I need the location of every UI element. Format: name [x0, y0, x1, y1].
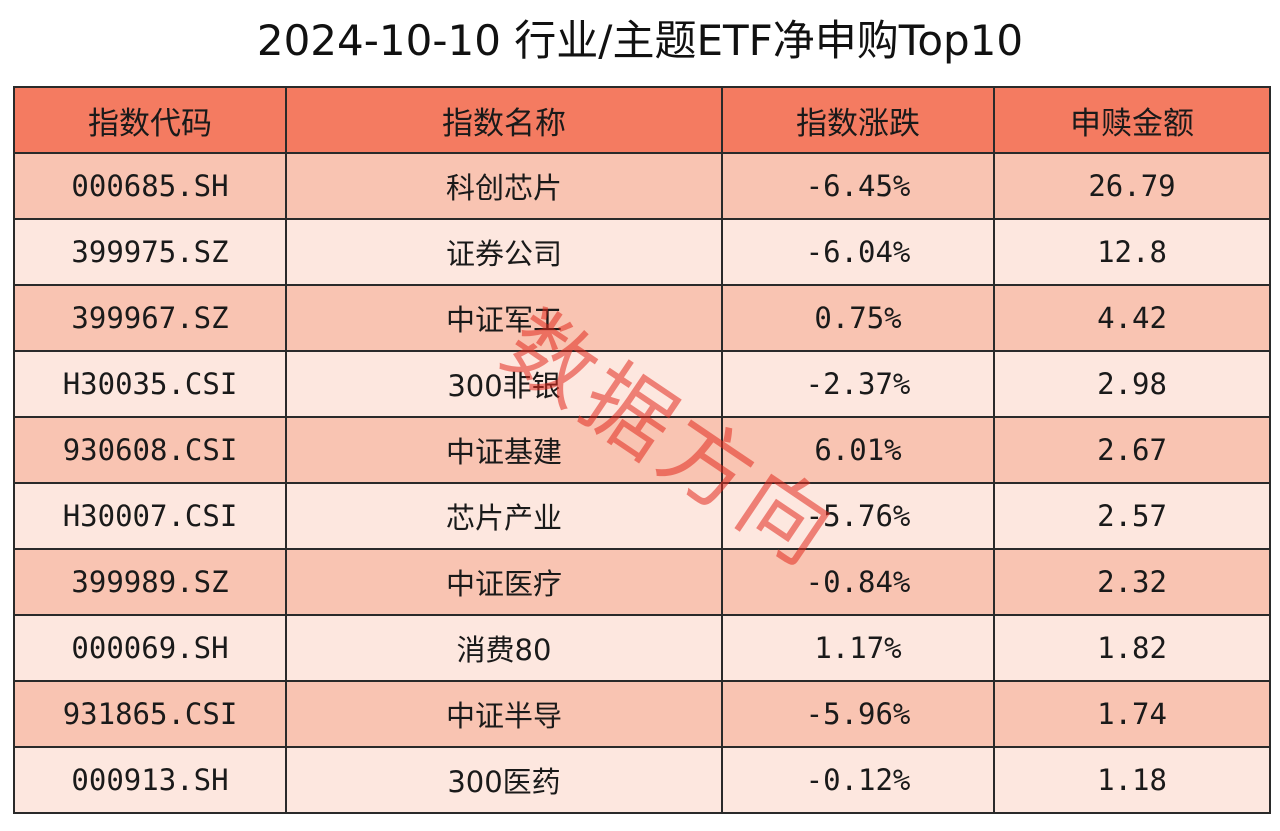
cell-index-change: 6.01% [721, 416, 995, 484]
cell-index-change: -5.96% [721, 680, 995, 748]
header-index-code: 指数代码 [13, 86, 287, 154]
table-header-row: 指数代码 指数名称 指数涨跌 申赎金额 [13, 86, 1271, 154]
table-row: 000913.SH 300医药 -0.12% 1.18 [13, 746, 1271, 814]
cell-index-change: -5.76% [721, 482, 995, 550]
cell-net-amount: 2.57 [993, 482, 1271, 550]
cell-index-name: 300非银 [285, 350, 723, 418]
cell-index-code: 000913.SH [13, 746, 287, 814]
cell-index-code: 000069.SH [13, 614, 287, 682]
cell-index-change: -6.45% [721, 152, 995, 220]
cell-index-code: 399967.SZ [13, 284, 287, 352]
cell-index-code: 399989.SZ [13, 548, 287, 616]
etf-table: 指数代码 指数名称 指数涨跌 申赎金额 000685.SH 科创芯片 -6.45… [13, 86, 1271, 814]
cell-net-amount: 1.82 [993, 614, 1271, 682]
table-row: 399975.SZ 证券公司 -6.04% 12.8 [13, 218, 1271, 286]
table-row: H30035.CSI 300非银 -2.37% 2.98 [13, 350, 1271, 418]
cell-index-name: 芯片产业 [285, 482, 723, 550]
cell-net-amount: 2.67 [993, 416, 1271, 484]
cell-net-amount: 2.98 [993, 350, 1271, 418]
cell-index-change: -0.12% [721, 746, 995, 814]
table-row: 931865.CSI 中证半导 -5.96% 1.74 [13, 680, 1271, 748]
cell-index-name: 中证半导 [285, 680, 723, 748]
cell-index-name: 科创芯片 [285, 152, 723, 220]
cell-index-change: -6.04% [721, 218, 995, 286]
cell-index-code: H30007.CSI [13, 482, 287, 550]
cell-net-amount: 2.32 [993, 548, 1271, 616]
cell-net-amount: 12.8 [993, 218, 1271, 286]
cell-index-code: H30035.CSI [13, 350, 287, 418]
header-index-name: 指数名称 [285, 86, 723, 154]
table-row: 000685.SH 科创芯片 -6.45% 26.79 [13, 152, 1271, 220]
table-row: H30007.CSI 芯片产业 -5.76% 2.57 [13, 482, 1271, 550]
cell-net-amount: 1.18 [993, 746, 1271, 814]
table-row: 399989.SZ 中证医疗 -0.84% 2.32 [13, 548, 1271, 616]
cell-index-change: -0.84% [721, 548, 995, 616]
page-title: 2024-10-10 行业/主题ETF净申购Top10 [256, 16, 1024, 65]
cell-index-code: 399975.SZ [13, 218, 287, 286]
cell-net-amount: 26.79 [993, 152, 1271, 220]
header-net-amount: 申赎金额 [993, 86, 1271, 154]
cell-index-code: 000685.SH [13, 152, 287, 220]
cell-index-name: 消费80 [285, 614, 723, 682]
cell-index-change: 1.17% [721, 614, 995, 682]
cell-index-name: 中证军工 [285, 284, 723, 352]
cell-index-change: 0.75% [721, 284, 995, 352]
cell-index-change: -2.37% [721, 350, 995, 418]
cell-index-name: 证券公司 [285, 218, 723, 286]
header-index-change: 指数涨跌 [721, 86, 995, 154]
table-row: 000069.SH 消费80 1.17% 1.82 [13, 614, 1271, 682]
cell-index-code: 931865.CSI [13, 680, 287, 748]
cell-net-amount: 4.42 [993, 284, 1271, 352]
cell-index-code: 930608.CSI [13, 416, 287, 484]
cell-net-amount: 1.74 [993, 680, 1271, 748]
cell-index-name: 300医药 [285, 746, 723, 814]
cell-index-name: 中证医疗 [285, 548, 723, 616]
table-row: 930608.CSI 中证基建 6.01% 2.67 [13, 416, 1271, 484]
cell-index-name: 中证基建 [285, 416, 723, 484]
table-row: 399967.SZ 中证军工 0.75% 4.42 [13, 284, 1271, 352]
